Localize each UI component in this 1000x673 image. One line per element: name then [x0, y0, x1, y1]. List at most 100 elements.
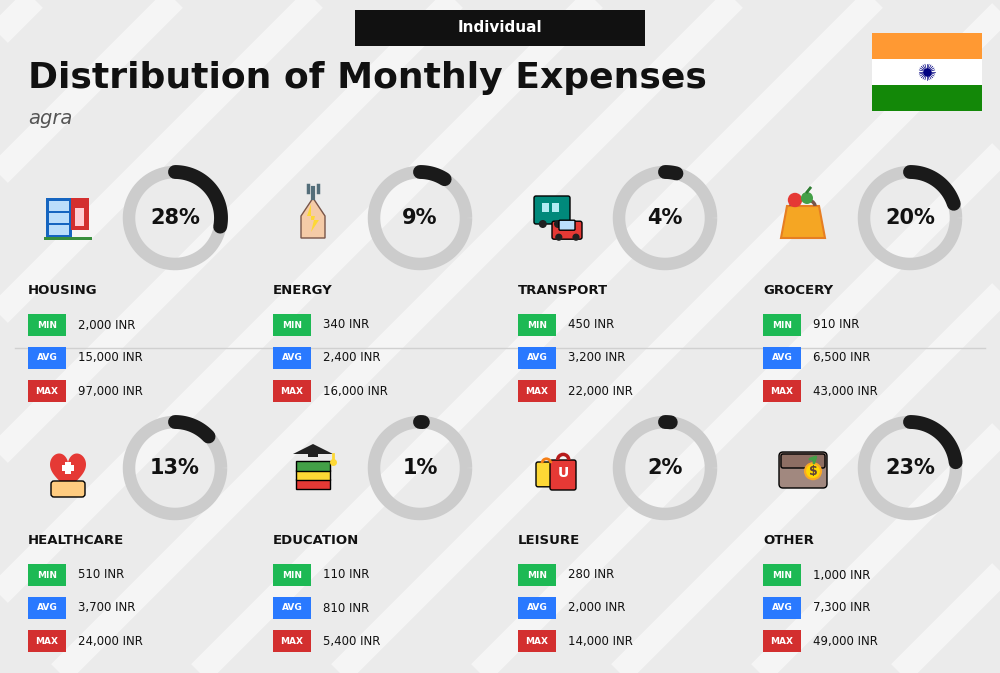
Text: MIN: MIN — [282, 320, 302, 330]
Text: 28%: 28% — [150, 208, 200, 228]
FancyBboxPatch shape — [763, 380, 801, 402]
Text: 49,000 INR: 49,000 INR — [813, 635, 878, 647]
Text: 14,000 INR: 14,000 INR — [568, 635, 633, 647]
Text: 3,200 INR: 3,200 INR — [568, 351, 625, 365]
FancyBboxPatch shape — [28, 380, 66, 402]
Text: AVG: AVG — [37, 353, 57, 363]
FancyBboxPatch shape — [518, 564, 556, 586]
Circle shape — [572, 234, 580, 241]
Text: 810 INR: 810 INR — [323, 602, 369, 614]
FancyBboxPatch shape — [51, 481, 85, 497]
Text: EDUCATION: EDUCATION — [273, 534, 359, 546]
Text: MIN: MIN — [282, 571, 302, 579]
FancyBboxPatch shape — [296, 470, 330, 481]
Polygon shape — [307, 204, 319, 232]
Bar — [552, 203, 559, 212]
Bar — [872, 85, 982, 111]
Text: MIN: MIN — [527, 320, 547, 330]
Text: 6,500 INR: 6,500 INR — [813, 351, 870, 365]
Text: 16,000 INR: 16,000 INR — [323, 384, 388, 398]
Polygon shape — [301, 198, 325, 238]
Text: TRANSPORT: TRANSPORT — [518, 283, 608, 297]
Text: MAX: MAX — [280, 637, 304, 645]
Text: ENERGY: ENERGY — [273, 283, 333, 297]
FancyBboxPatch shape — [763, 564, 801, 586]
Text: 1,000 INR: 1,000 INR — [813, 569, 870, 581]
FancyBboxPatch shape — [534, 196, 570, 224]
Text: 450 INR: 450 INR — [568, 318, 614, 332]
Bar — [75, 208, 84, 217]
Text: 7,300 INR: 7,300 INR — [813, 602, 870, 614]
Text: MAX: MAX — [36, 386, 58, 396]
Bar — [44, 237, 92, 240]
Text: U: U — [558, 466, 569, 480]
FancyBboxPatch shape — [518, 347, 556, 369]
Circle shape — [539, 220, 547, 228]
Text: 20%: 20% — [885, 208, 935, 228]
FancyBboxPatch shape — [273, 564, 311, 586]
Bar — [872, 33, 982, 59]
Bar — [49, 213, 59, 223]
Text: 910 INR: 910 INR — [813, 318, 859, 332]
FancyBboxPatch shape — [763, 630, 801, 652]
Circle shape — [788, 192, 802, 207]
Text: OTHER: OTHER — [763, 534, 814, 546]
Text: MAX: MAX — [770, 386, 794, 396]
FancyBboxPatch shape — [273, 314, 311, 336]
Text: MIN: MIN — [772, 320, 792, 330]
Circle shape — [801, 192, 813, 204]
Text: agra: agra — [28, 108, 72, 127]
Text: MAX: MAX — [770, 637, 794, 645]
Polygon shape — [50, 454, 86, 493]
FancyBboxPatch shape — [779, 452, 827, 488]
Text: AVG: AVG — [37, 604, 57, 612]
Text: HOUSING: HOUSING — [28, 283, 98, 297]
Text: MAX: MAX — [36, 637, 58, 645]
Text: 13%: 13% — [150, 458, 200, 478]
Text: AVG: AVG — [772, 604, 792, 612]
FancyBboxPatch shape — [28, 630, 66, 652]
Bar — [71, 198, 89, 230]
FancyBboxPatch shape — [518, 314, 556, 336]
Text: MAX: MAX — [526, 637, 548, 645]
Bar — [65, 462, 71, 474]
Text: AVG: AVG — [282, 353, 302, 363]
Text: 2,000 INR: 2,000 INR — [78, 318, 135, 332]
Text: 43,000 INR: 43,000 INR — [813, 384, 878, 398]
Circle shape — [805, 463, 821, 479]
Text: AVG: AVG — [527, 604, 547, 612]
FancyBboxPatch shape — [273, 597, 311, 619]
Bar — [49, 225, 59, 235]
Text: AVG: AVG — [527, 353, 547, 363]
FancyBboxPatch shape — [296, 479, 330, 489]
FancyBboxPatch shape — [28, 314, 66, 336]
Text: 9%: 9% — [402, 208, 438, 228]
Text: MAX: MAX — [280, 386, 304, 396]
FancyBboxPatch shape — [550, 460, 576, 490]
Text: Distribution of Monthly Expenses: Distribution of Monthly Expenses — [28, 61, 707, 95]
FancyBboxPatch shape — [559, 220, 575, 230]
Text: AVG: AVG — [282, 604, 302, 612]
FancyBboxPatch shape — [273, 380, 311, 402]
Text: 97,000 INR: 97,000 INR — [78, 384, 143, 398]
Bar — [872, 59, 982, 85]
Text: LEISURE: LEISURE — [518, 534, 580, 546]
Text: MIN: MIN — [772, 571, 792, 579]
Text: $: $ — [809, 464, 817, 478]
Bar — [75, 217, 84, 225]
FancyBboxPatch shape — [28, 347, 66, 369]
Text: 2,000 INR: 2,000 INR — [568, 602, 625, 614]
Text: MIN: MIN — [37, 320, 57, 330]
FancyBboxPatch shape — [355, 10, 645, 46]
Bar — [49, 201, 59, 211]
FancyBboxPatch shape — [552, 221, 582, 239]
Bar — [59, 201, 69, 211]
Text: 5,400 INR: 5,400 INR — [323, 635, 380, 647]
Text: Individual: Individual — [458, 20, 542, 36]
Text: 110 INR: 110 INR — [323, 569, 369, 581]
Text: 3,700 INR: 3,700 INR — [78, 602, 135, 614]
Text: 4%: 4% — [647, 208, 683, 228]
FancyBboxPatch shape — [273, 630, 311, 652]
Bar — [308, 452, 318, 457]
FancyBboxPatch shape — [518, 630, 556, 652]
